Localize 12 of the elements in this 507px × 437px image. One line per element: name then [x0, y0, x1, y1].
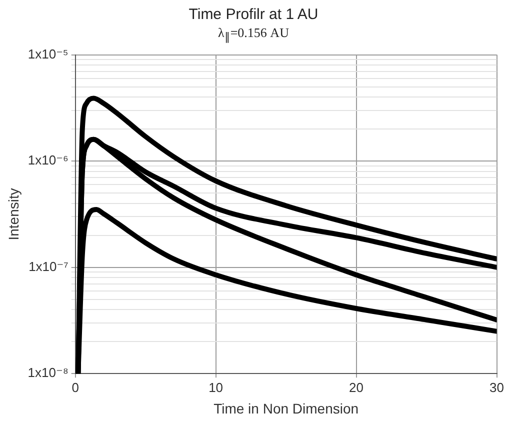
x-tick-label: 0 [72, 380, 79, 395]
chart-subtitle: λ$_{∥}$=0.156 AU [217, 24, 290, 44]
x-axis-title: Time in Non Dimension [214, 400, 359, 416]
y-axis-title: Intensity [5, 188, 22, 240]
y-tick-label: 1x10⁻⁷ [28, 258, 69, 274]
chart-title: Time Profilr at 1 AU [188, 5, 320, 23]
y-tick-label: 1x10⁻⁵ [28, 46, 68, 61]
x-tick-label: 30 [490, 380, 504, 395]
y-tick-label: 1x10⁻⁶ [28, 152, 68, 168]
x-tick-label: 20 [349, 380, 364, 395]
x-tick-label: 10 [208, 380, 224, 395]
y-tick-label: 1x10⁻⁸ [28, 364, 68, 380]
